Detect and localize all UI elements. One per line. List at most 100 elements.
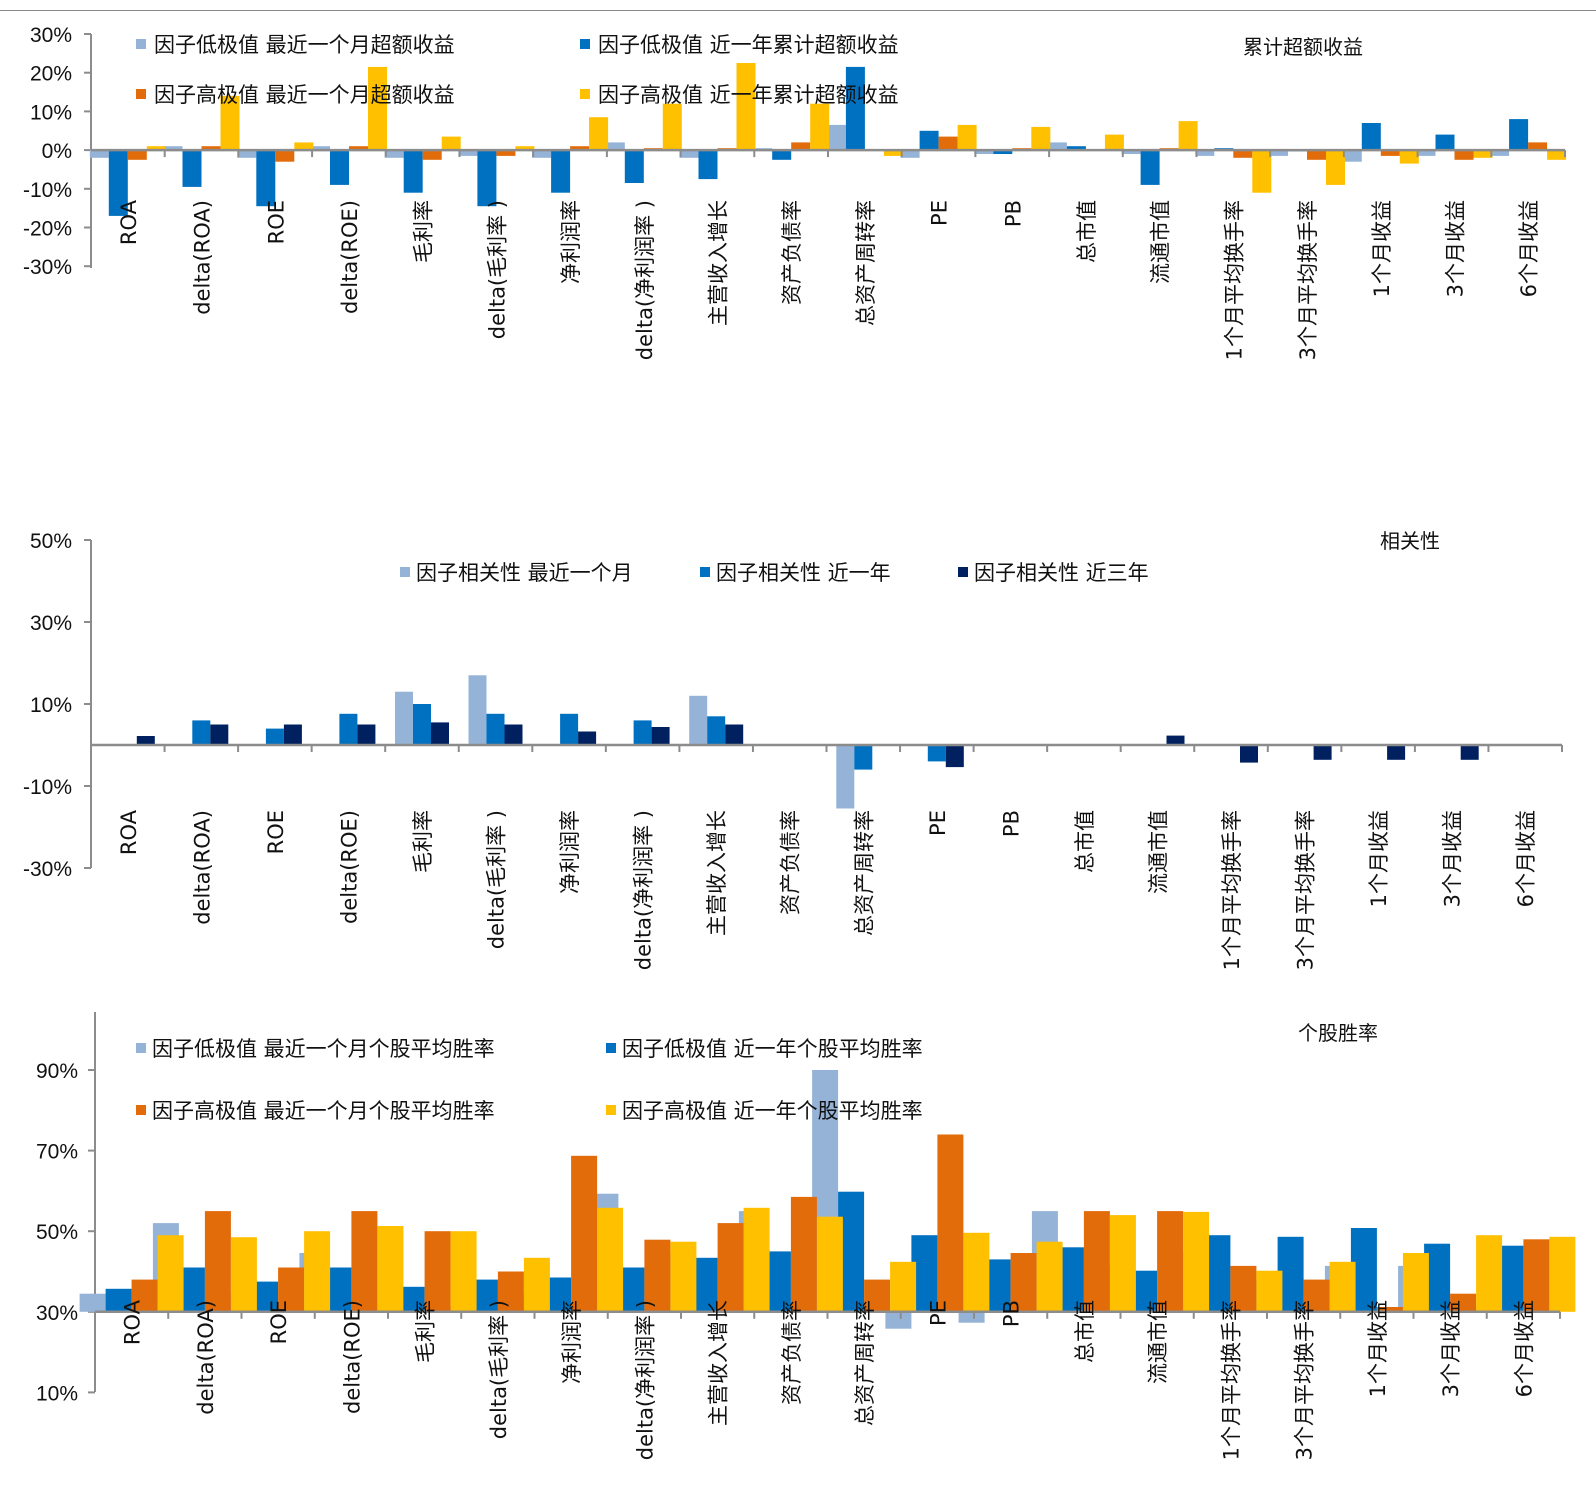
bar (1104, 134, 1124, 151)
y-tick-label: 50% (36, 1221, 78, 1244)
category-label: 净利润率 (558, 810, 582, 894)
bar (220, 95, 240, 151)
bar (349, 146, 368, 151)
category-label: delta(ROE) (340, 1300, 364, 1414)
y-tick-label: -30% (23, 858, 72, 881)
bar (1240, 745, 1258, 763)
category-label: 1个月收益 (1370, 200, 1394, 297)
bar (938, 136, 958, 151)
category-label: 总资产周转率 (852, 810, 876, 936)
category-label: 1个月收益 (1367, 810, 1391, 907)
legend-label: 因子相关性 近一年 (716, 561, 891, 585)
bar (1233, 150, 1253, 158)
bar (551, 150, 571, 193)
bar (1303, 1279, 1330, 1312)
bar (560, 713, 579, 745)
category-label: 主营收入增长 (705, 810, 729, 936)
category-label: delta(ROE) (337, 810, 361, 924)
bar (1047, 142, 1067, 151)
legend-label: 因子高极值 近一年个股平均胜率 (622, 1099, 923, 1123)
bar (1195, 150, 1215, 156)
bar (431, 722, 449, 745)
bar (201, 146, 221, 151)
bar (163, 146, 183, 151)
bar (294, 142, 314, 151)
bar (256, 150, 276, 207)
legend-swatch (136, 1105, 146, 1115)
category-label: 资产负债率 (780, 1300, 804, 1405)
category-label: 净利润率 (559, 200, 583, 284)
category-label: 1个月平均换手率 (1222, 200, 1246, 360)
legend-label: 因子低极值 最近一个月超额收益 (154, 33, 455, 57)
bar (597, 1207, 624, 1312)
bar (424, 1231, 451, 1312)
bar (395, 691, 413, 745)
category-label: PB (1000, 1300, 1024, 1327)
y-tick-label: 30% (36, 1302, 78, 1325)
category-label: delta(毛利率 ) (485, 200, 509, 339)
y-tick-label: 30% (30, 24, 72, 47)
bar (1402, 1253, 1429, 1312)
bar (1066, 146, 1086, 151)
bar (578, 731, 597, 745)
bar (791, 142, 811, 151)
bar (790, 1196, 817, 1312)
bar (717, 1223, 744, 1312)
bar (945, 745, 964, 768)
bar (662, 103, 682, 151)
bar (900, 150, 920, 158)
category-label: PB (999, 810, 1023, 837)
bar (1387, 745, 1406, 760)
bar (237, 150, 257, 158)
bar (1230, 1265, 1257, 1312)
bar (515, 146, 535, 151)
category-label: 3个月收益 (1444, 200, 1468, 297)
category-label: 主营收入增长 (707, 200, 731, 326)
legend-label: 因子高极值 最近一个月个股平均胜率 (152, 1099, 495, 1123)
bar (1313, 745, 1332, 760)
bar (1269, 150, 1288, 156)
chart-cumulative-excess-return: 30% 20% 10% 0% -10% -20% -30% ROA delta(ROA) ROE d… (23, 24, 1567, 360)
bar (1473, 150, 1493, 158)
y-tick-label: -10% (23, 179, 72, 202)
category-label: 3个月收益 (1439, 1300, 1463, 1397)
bar (605, 142, 625, 151)
bar (1140, 150, 1160, 185)
y-tick-label: 30% (30, 612, 72, 635)
bar (743, 1207, 770, 1312)
bar (1376, 1307, 1403, 1312)
bar (1121, 150, 1141, 154)
bar (504, 724, 523, 745)
category-label: ROE (267, 1300, 291, 1344)
legend-swatch (400, 567, 410, 577)
y-tick-label: 0% (42, 140, 72, 163)
category-label: delta(ROE) (338, 200, 362, 314)
bar (993, 150, 1013, 154)
category-label: delta(净利润率 ) (633, 200, 657, 360)
bar (845, 66, 865, 151)
bar (1435, 134, 1455, 151)
bar (278, 1267, 305, 1312)
bar (496, 150, 516, 156)
category-label: 3个月平均换手率 (1296, 200, 1320, 360)
category-label: delta(ROA) (191, 200, 215, 315)
bar (1528, 142, 1548, 151)
bar (108, 150, 128, 216)
bar (937, 1134, 964, 1312)
bar (1326, 150, 1345, 185)
bar (146, 146, 166, 151)
category-label: ROA (121, 1299, 145, 1345)
bar (422, 150, 442, 160)
bar (1109, 1215, 1136, 1312)
bar (450, 1231, 477, 1312)
chart-title: 相关性 (1380, 529, 1440, 553)
bar (1547, 150, 1567, 160)
bar (1010, 1253, 1037, 1312)
category-label: ROA (117, 199, 141, 245)
category-label: 资产负债率 (779, 810, 803, 915)
legend-swatch (136, 89, 146, 99)
y-tick-label: 70% (36, 1141, 78, 1164)
bar (157, 1235, 184, 1312)
bar (79, 1293, 106, 1312)
bar (644, 1239, 671, 1312)
